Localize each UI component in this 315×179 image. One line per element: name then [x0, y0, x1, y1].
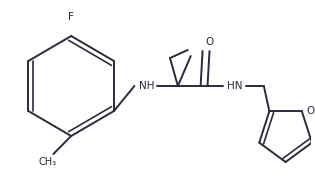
Text: F: F: [68, 12, 74, 22]
Text: O: O: [205, 37, 214, 47]
Text: CH₃: CH₃: [38, 157, 56, 167]
Text: HN: HN: [227, 81, 243, 91]
Text: O: O: [306, 106, 315, 116]
Text: NH: NH: [139, 81, 154, 91]
